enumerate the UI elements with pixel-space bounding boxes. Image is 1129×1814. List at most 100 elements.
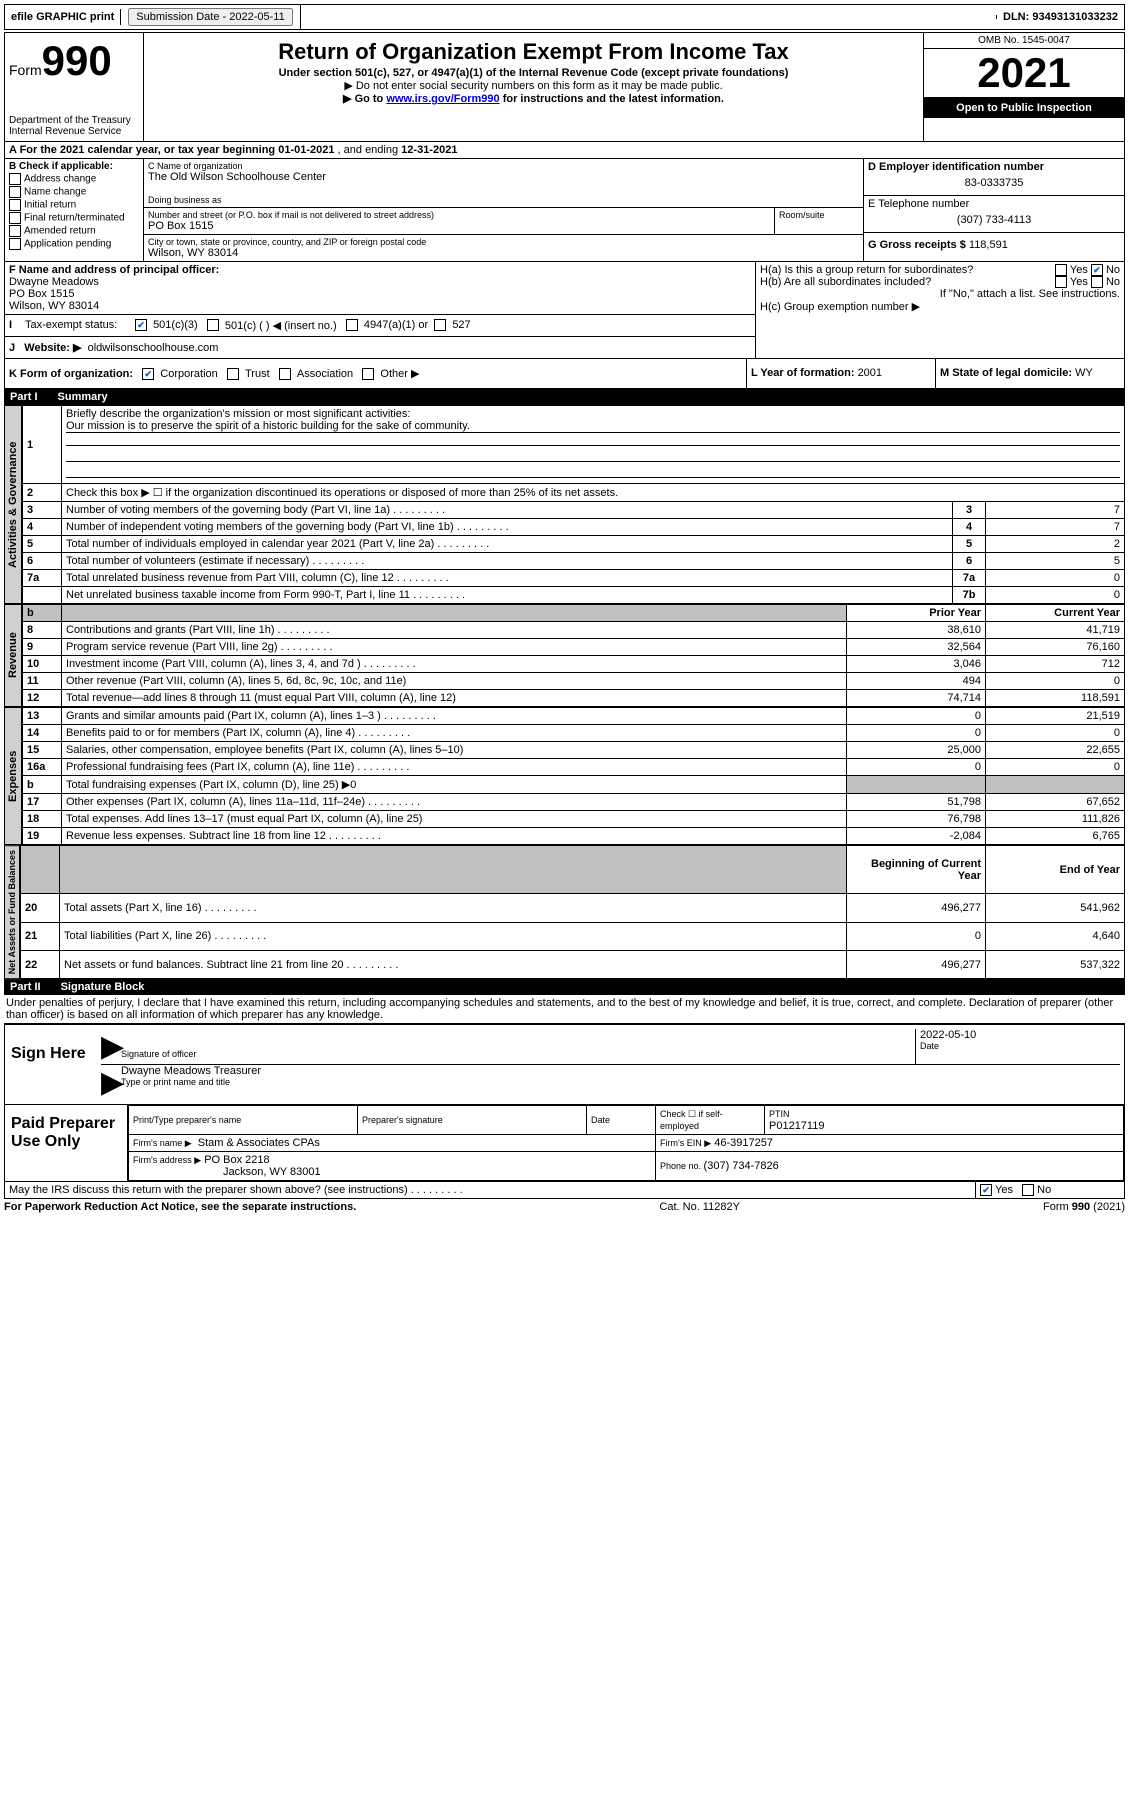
chk-name[interactable] xyxy=(9,186,21,198)
table-row: 21Total liabilities (Part X, line 26)04,… xyxy=(21,922,1125,950)
table-row: 4Number of independent voting members of… xyxy=(23,519,1125,536)
omb-number: OMB No. 1545-0047 xyxy=(924,33,1124,49)
firm-name: Stam & Associates CPAs xyxy=(198,1137,320,1149)
chk-pending[interactable] xyxy=(9,238,21,250)
chk-4947[interactable] xyxy=(346,319,358,331)
chk-address[interactable] xyxy=(9,173,21,185)
table-row: 22Net assets or fund balances. Subtract … xyxy=(21,950,1125,978)
footer-right: Form 990 (2021) xyxy=(1043,1201,1125,1213)
section-l: L Year of formation: 2001 xyxy=(747,359,936,388)
tax-status-label: Tax-exempt status: xyxy=(25,319,135,332)
dln-cell: DLN: 93493131033232 xyxy=(997,9,1124,25)
firm-ein: 46-3917257 xyxy=(714,1137,773,1149)
tax-year: 2021 xyxy=(924,49,1124,98)
header-right: OMB No. 1545-0047 2021 Open to Public In… xyxy=(923,33,1124,141)
section-deg: D Employer identification number 83-0333… xyxy=(864,159,1124,261)
section-k: K Form of organization: ✔ Corporation Tr… xyxy=(5,359,747,388)
h-note: If "No," attach a list. See instructions… xyxy=(760,288,1120,300)
section-fijh: F Name and address of principal officer:… xyxy=(4,262,1125,359)
chk-501c[interactable] xyxy=(207,319,219,331)
vtab-expenses: Expenses xyxy=(4,707,22,845)
chk-initial[interactable] xyxy=(9,199,21,211)
dba-label: Doing business as xyxy=(148,195,859,205)
form-title: Return of Organization Exempt From Incom… xyxy=(148,39,919,65)
header-left: Form990 Department of the Treasury Inter… xyxy=(5,33,144,141)
chk-527[interactable] xyxy=(434,319,446,331)
form-number: Form990 xyxy=(9,37,139,85)
footer-left: For Paperwork Reduction Act Notice, see … xyxy=(4,1201,356,1213)
discuss-no[interactable] xyxy=(1022,1184,1034,1196)
ha-yes[interactable] xyxy=(1055,264,1067,276)
website: oldwilsonschoolhouse.com xyxy=(88,342,219,354)
chk-other[interactable] xyxy=(362,368,374,380)
hb-no[interactable] xyxy=(1091,276,1103,288)
header-center: Return of Organization Exempt From Incom… xyxy=(144,33,923,141)
table-row: 16aProfessional fundraising fees (Part I… xyxy=(23,759,1125,776)
section-m: M State of legal domicile: WY xyxy=(936,359,1124,388)
mission-text: Our mission is to preserve the spirit of… xyxy=(66,420,1120,433)
table-row: 14Benefits paid to or for members (Part … xyxy=(23,725,1125,742)
hb-label: H(b) Are all subordinates included? xyxy=(760,276,1055,288)
gross-value: 118,591 xyxy=(969,239,1008,251)
ha-no[interactable]: ✔ xyxy=(1091,264,1103,276)
ein-value: 83-0333735 xyxy=(868,173,1120,193)
discuss-question: May the IRS discuss this return with the… xyxy=(5,1182,976,1198)
city-label: City or town, state or province, country… xyxy=(148,237,859,247)
table-row: 8Contributions and grants (Part VIII, li… xyxy=(23,622,1125,639)
section-c: C Name of organization The Old Wilson Sc… xyxy=(144,159,864,261)
vtab-revenue: Revenue xyxy=(4,604,22,707)
officer-name: Dwayne Meadows xyxy=(9,276,99,288)
discuss-yes[interactable]: ✔ xyxy=(980,1184,992,1196)
footer-mid: Cat. No. 11282Y xyxy=(659,1201,740,1213)
sig-date-label: Date xyxy=(920,1041,1120,1051)
form-subtitle: Under section 501(c), 527, or 4947(a)(1)… xyxy=(148,67,919,79)
chk-corp[interactable]: ✔ xyxy=(142,368,154,380)
ein-label: D Employer identification number xyxy=(868,161,1120,173)
firm-addr: PO Box 2218 xyxy=(204,1154,269,1166)
gross-label: G Gross receipts $ xyxy=(868,239,969,251)
chk-final[interactable] xyxy=(9,212,21,224)
part2-header: Part II Signature Block xyxy=(4,979,1125,995)
table-row: 11Other revenue (Part VIII, column (A), … xyxy=(23,673,1125,690)
table-row: 20Total assets (Part X, line 16)496,2775… xyxy=(21,894,1125,922)
sig-name: Dwayne Meadows Treasurer xyxy=(121,1065,1120,1077)
table-row: 15Salaries, other compensation, employee… xyxy=(23,742,1125,759)
hc-label: H(c) Group exemption number ▶ xyxy=(760,300,1120,313)
section-h: H(a) Is this a group return for subordin… xyxy=(756,262,1124,358)
sign-here-label: Sign Here xyxy=(5,1025,97,1104)
addr-label: Number and street (or P.O. box if mail i… xyxy=(148,210,770,220)
chk-assoc[interactable] xyxy=(279,368,291,380)
table-row: Net unrelated business taxable income fr… xyxy=(23,587,1125,604)
submission-button[interactable]: Submission Date - 2022-05-11 xyxy=(128,8,292,26)
org-city: Wilson, WY 83014 xyxy=(148,247,859,259)
chk-amended[interactable] xyxy=(9,225,21,237)
summary-governance: Activities & Governance 1 Briefly descri… xyxy=(4,405,1125,604)
table-row: 18Total expenses. Add lines 13–17 (must … xyxy=(23,811,1125,828)
page-footer: For Paperwork Reduction Act Notice, see … xyxy=(4,1201,1125,1213)
line2: Check this box ▶ ☐ if the organization d… xyxy=(62,484,1125,502)
preparer-title: Paid Preparer Use Only xyxy=(5,1105,128,1181)
org-address: PO Box 1515 xyxy=(148,220,770,232)
section-b: B Check if applicable: Address change Na… xyxy=(5,159,144,261)
top-toolbar: efile GRAPHIC print Submission Date - 20… xyxy=(4,4,1125,30)
table-row: 17Other expenses (Part IX, column (A), l… xyxy=(23,794,1125,811)
discuss-row: May the IRS discuss this return with the… xyxy=(4,1182,1125,1199)
irs-label: Internal Revenue Service xyxy=(9,126,139,137)
summary-netassets: Net Assets or Fund Balances Beginning of… xyxy=(4,845,1125,979)
table-row: 5Total number of individuals employed in… xyxy=(23,536,1125,553)
c-name-label: C Name of organization xyxy=(148,161,859,171)
officer-label: F Name and address of principal officer: xyxy=(9,264,219,276)
phone-value: (307) 733-4113 xyxy=(868,210,1120,230)
efile-label: efile GRAPHIC print xyxy=(5,9,121,25)
chk-501c3[interactable]: ✔ xyxy=(135,319,147,331)
firm-city: Jackson, WY 83001 xyxy=(223,1166,321,1178)
sig-name-label: Type or print name and title xyxy=(121,1077,1120,1087)
hb-yes[interactable] xyxy=(1055,276,1067,288)
irs-link[interactable]: www.irs.gov/Form990 xyxy=(386,93,499,105)
firm-phone: (307) 734-7826 xyxy=(704,1160,779,1172)
submission-cell: Submission Date - 2022-05-11 xyxy=(121,5,300,29)
chk-trust[interactable] xyxy=(227,368,239,380)
summary-expenses: Expenses 13Grants and similar amounts pa… xyxy=(4,707,1125,845)
preparer-block: Paid Preparer Use Only Print/Type prepar… xyxy=(4,1105,1125,1182)
ha-label: H(a) Is this a group return for subordin… xyxy=(760,264,1055,276)
